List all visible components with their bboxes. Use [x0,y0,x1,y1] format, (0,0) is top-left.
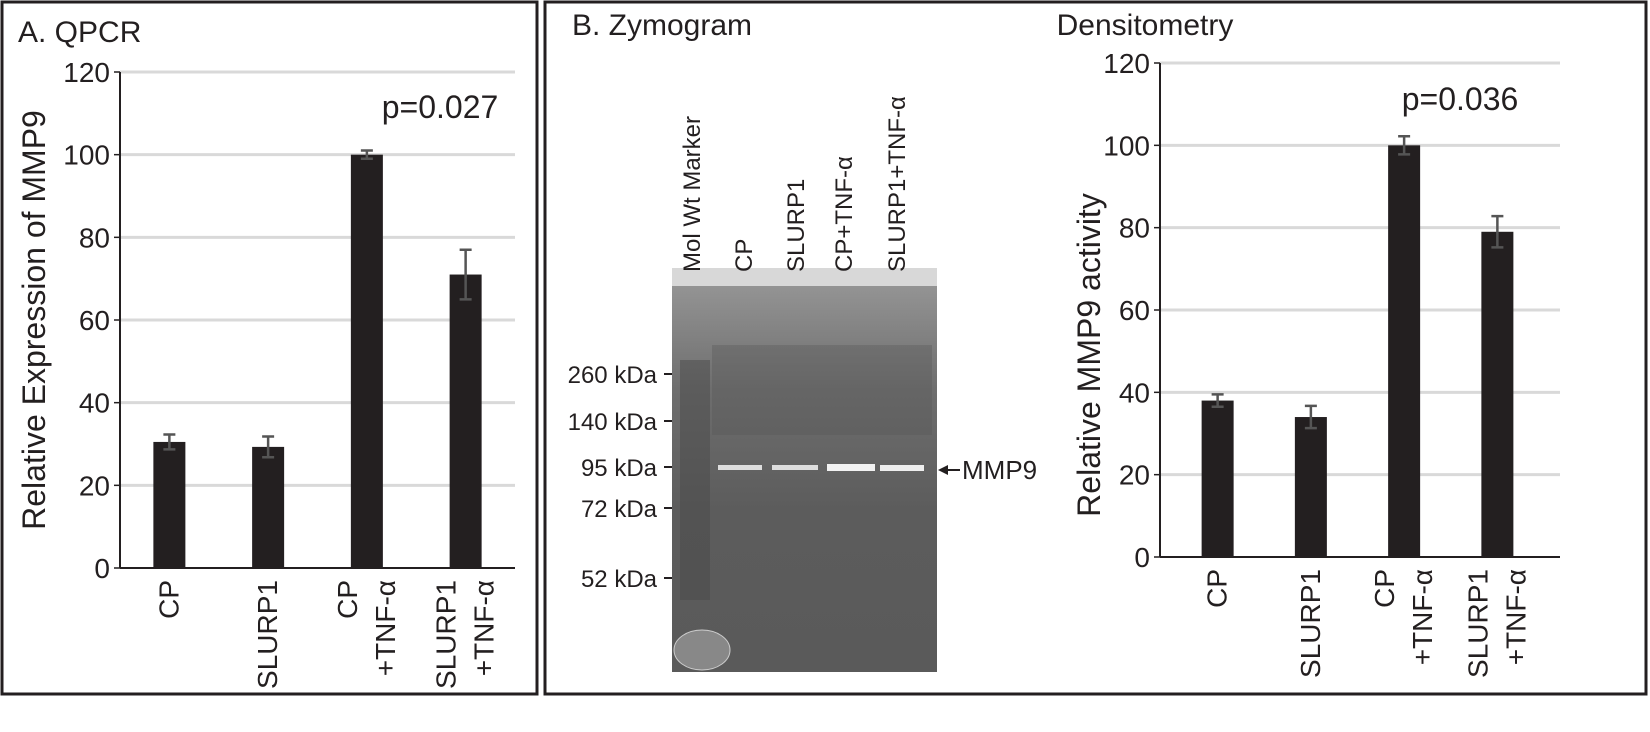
x-tick-label: CP [1369,569,1400,608]
band-label: MMP9 [962,455,1037,485]
error-bar [1398,135,1411,156]
gel-image [672,268,937,672]
error-bar [1304,404,1317,430]
error-bar [459,248,472,301]
x-tick-label: +TNF-α [1407,569,1438,665]
y-tick-label: 40 [1119,377,1150,408]
bar [153,441,186,568]
error-bar [1211,393,1224,408]
zymogram-title: B. Zymogram [572,9,752,42]
bar [350,154,383,568]
y-tick-label: 80 [79,222,110,253]
chart-title: A. QPCR [18,16,141,49]
y-tick-label: 80 [1119,213,1150,244]
x-tick-label: SLURP1 [1295,569,1326,678]
bar [1388,145,1421,558]
y-tick-label: 100 [1103,130,1150,161]
bar [449,274,482,568]
marker-label: 95 kDa [581,455,658,482]
x-tick-label: CP [332,580,363,619]
y-tick-label: 60 [1119,295,1150,326]
x-tick-label: SLURP1 [1462,569,1493,678]
error-bar [360,149,373,161]
error-bar [262,435,275,459]
x-tick-label: +TNF-α [370,580,401,676]
x-tick-label: CP [1202,569,1233,608]
panel-a-frame [0,0,539,696]
error-bar [1491,214,1504,249]
panel-b-frame [543,0,1648,696]
x-tick-label: SLURP1 [252,580,283,689]
marker-label: 260 kDa [568,362,658,389]
y-tick-label: 0 [1134,542,1150,573]
y-tick-label: 60 [79,305,110,336]
y-tick-label: 0 [94,553,110,584]
marker-label: 72 kDa [581,496,658,523]
x-tick-label: +TNF-α [1500,569,1531,665]
x-tick-label: SLURP1 [431,580,462,689]
y-axis-label: Relative Expression of MMP9 [16,110,52,530]
lane-label: Mol Wt Marker [679,116,706,272]
band-arrowhead [938,465,948,475]
x-tick-label: CP [153,580,184,619]
marker-label: 52 kDa [581,566,658,593]
y-tick-label: 20 [79,470,110,501]
chart-title: Densitometry [1057,9,1234,42]
lane-label: CP [731,239,758,272]
y-tick-label: 120 [1103,48,1150,79]
bar [1481,231,1514,558]
marker-label: 140 kDa [568,409,658,436]
y-tick-label: 40 [79,388,110,419]
bar [1201,400,1234,557]
y-tick-label: 120 [63,57,110,88]
bar [1294,417,1327,557]
y-tick-label: 100 [63,140,110,171]
error-bar [163,433,176,451]
bar [252,446,285,568]
y-axis-label: Relative MMP9 activity [1071,193,1107,517]
lane-label: SLURP1 [783,179,810,272]
annotation: p=0.027 [382,89,499,125]
x-tick-label: +TNF-α [469,580,500,676]
annotation: p=0.036 [1402,81,1519,117]
y-tick-label: 20 [1119,460,1150,491]
lane-label: SLURP1+TNF-α [884,96,911,272]
lane-label: CP+TNF-α [831,156,858,272]
